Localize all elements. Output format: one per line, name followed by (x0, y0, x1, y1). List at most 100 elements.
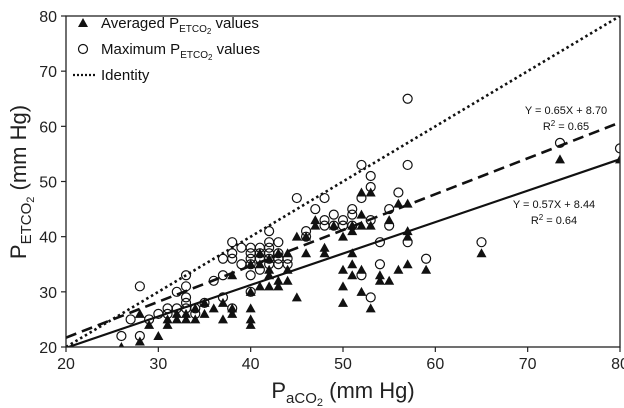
circle-point (190, 308, 201, 319)
circle-point (217, 270, 229, 281)
triangle-point (319, 242, 330, 252)
circle-point (328, 209, 339, 220)
circle-point (227, 237, 238, 248)
circle-point (245, 259, 256, 270)
circle-point (264, 242, 275, 253)
axis-ticks: 20 30 40 50 60 70 80 20 30 40 50 60 70 80 (39, 9, 624, 373)
circle-point (365, 181, 376, 193)
circle-point (347, 209, 358, 220)
circle-point (134, 330, 145, 342)
x-axis-title: PaCO2 (mm Hg) (271, 378, 414, 408)
circle-point (245, 286, 256, 297)
triangle-point (217, 314, 228, 324)
y-tick-label: 60 (39, 119, 57, 136)
triangle-point (264, 281, 275, 291)
legend-circle-marker (77, 43, 89, 55)
circle-point (208, 275, 219, 286)
y-tick-label: 50 (39, 175, 57, 192)
circle-point (180, 281, 192, 292)
triangle-point (310, 220, 321, 230)
circle-point (374, 237, 386, 248)
triangle-point (338, 297, 348, 307)
circle-point (162, 308, 173, 319)
triangle-point (227, 303, 238, 313)
triangle-point (227, 270, 238, 280)
annotation-equation-dashed: Y = 0.65X + 8.70 (525, 105, 607, 117)
identity-line (66, 16, 620, 347)
triangle-point (347, 259, 358, 269)
triangle-point (347, 220, 358, 230)
triangle-point (208, 303, 219, 313)
triangle-point (356, 286, 367, 296)
circle-point (356, 159, 367, 171)
x-tick-label: 30 (149, 356, 167, 373)
circle-point (254, 264, 265, 275)
circle-point (554, 137, 566, 148)
circle-point (134, 281, 145, 292)
triangle-point (393, 264, 404, 274)
triangle-point (347, 248, 358, 258)
y-tick-label: 30 (39, 285, 57, 302)
circle-point (402, 237, 413, 248)
triangle-point (245, 314, 256, 324)
triangle-point (199, 297, 210, 307)
data-points (116, 93, 620, 347)
circle-point (347, 203, 358, 215)
triangle-point (393, 198, 404, 208)
triangle-point (118, 342, 125, 347)
circle-point (180, 297, 192, 308)
x-tick-label: 40 (242, 356, 260, 373)
circle-point (264, 237, 275, 248)
circle-point (356, 192, 367, 204)
circle-point (245, 242, 256, 253)
circle-point (310, 203, 321, 215)
x-tick-label: 50 (334, 356, 352, 373)
circle-point (356, 270, 367, 281)
triangle-point (319, 248, 330, 258)
triangle-point (162, 319, 173, 329)
circle-point (190, 303, 201, 314)
y-tick-label: 40 (39, 230, 57, 247)
circle-point (384, 220, 395, 231)
triangle-point (282, 275, 293, 285)
triangle-point (338, 281, 348, 291)
triangle-point (264, 270, 275, 280)
y-tick-label: 20 (39, 340, 57, 357)
circle-point (291, 192, 302, 204)
circle-point (217, 292, 229, 303)
circle-point (217, 253, 229, 264)
circle-point (365, 170, 376, 182)
circle-point (476, 237, 487, 248)
x-tick-label: 20 (57, 356, 75, 373)
triangle-point (245, 303, 256, 313)
circle-point (227, 303, 238, 314)
triangle-point (171, 314, 182, 324)
triangle-point (153, 330, 164, 340)
triangle-point (384, 275, 395, 285)
circle-point (282, 253, 293, 264)
triangle-point (374, 270, 385, 280)
triangle-point (301, 248, 312, 258)
triangle-point (338, 231, 348, 241)
triangle-point (245, 286, 256, 296)
circle-point (319, 192, 330, 204)
circle-point (384, 203, 395, 215)
triangle-point (365, 303, 376, 313)
triangle-point (476, 248, 487, 258)
circle-point (374, 259, 386, 270)
triangle-point (421, 264, 432, 274)
y-axis-title: PETCO2 (mm Hg) (6, 105, 37, 259)
circle-point (319, 215, 330, 226)
triangle-point (356, 220, 367, 230)
regression-annotation-dashed: Y = 0.65X + 8.70 R2 = 0.65 (525, 105, 607, 133)
circle-point (125, 314, 136, 325)
legend-label-averaged: Averaged PETCO2 values (101, 15, 259, 36)
legend-label-identity: Identity (101, 67, 150, 84)
circle-point (282, 259, 293, 270)
circle-point (199, 297, 210, 308)
triangle-point (291, 231, 302, 241)
circle-point (273, 237, 284, 248)
regression-line-averaged (66, 158, 620, 347)
y-tick-label: 70 (39, 64, 57, 81)
triangle-point (254, 281, 265, 291)
